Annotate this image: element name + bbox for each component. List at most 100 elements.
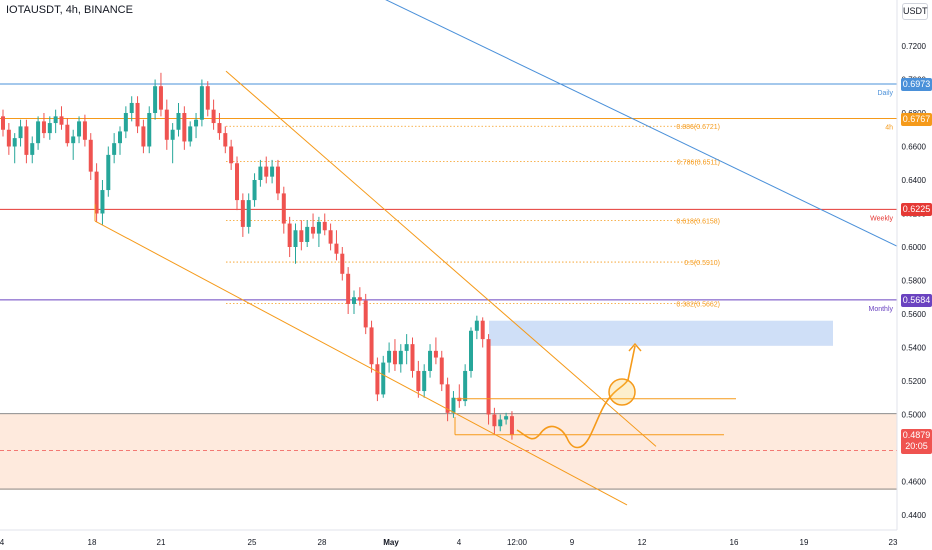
candle-body <box>252 180 257 201</box>
time-tick-label: 9 <box>570 538 575 547</box>
chart-title: IOTAUSDT, 4h, BINANCE <box>6 4 133 16</box>
candle-body <box>445 384 450 413</box>
projection-path <box>516 345 636 449</box>
candle-body <box>112 143 117 155</box>
time-tick-label: 12 <box>638 538 647 547</box>
price-tick-label: 0.5000 <box>902 411 927 420</box>
candle-body <box>12 138 17 147</box>
candle-body <box>199 86 204 120</box>
fib-level-label: 0.5(0.5910) <box>684 260 720 267</box>
channel-lower-trendline <box>94 220 628 506</box>
candle-body <box>1 116 5 130</box>
candle-body <box>416 370 421 392</box>
candle-body <box>410 344 415 371</box>
candle-body <box>492 414 497 427</box>
candle-body <box>135 102 140 127</box>
current-price-value: 0.4879 <box>902 429 931 440</box>
candle-body <box>182 113 187 142</box>
price-tick-label: 0.4600 <box>902 478 927 487</box>
candle-body <box>498 419 503 427</box>
candle-body <box>129 102 134 113</box>
time-tick-label: 28 <box>318 538 327 547</box>
level-price-label: 0.6973 <box>901 78 932 92</box>
candle-body <box>387 350 392 363</box>
candle-body <box>100 190 105 214</box>
time-tick-label: 4 <box>457 538 462 547</box>
candle-body <box>258 166 263 180</box>
candle-body <box>229 146 234 164</box>
candle-body <box>270 166 275 177</box>
candle-body <box>246 200 251 227</box>
candle-body <box>381 362 386 395</box>
time-tick-label: 25 <box>248 538 257 547</box>
breakout-circle <box>608 378 636 406</box>
fib-level-label: 0.618(0.6158) <box>676 219 720 226</box>
candle-body <box>264 166 269 177</box>
candle-body <box>293 230 298 247</box>
candle-body <box>346 273 351 304</box>
candle-body <box>41 121 46 134</box>
candle-body <box>59 116 64 125</box>
level-price-label: 0.6225 <box>901 203 932 217</box>
time-tick-label: 18 <box>88 538 97 547</box>
candle-body <box>439 357 444 385</box>
candle-body <box>340 253 345 274</box>
candle-body <box>504 416 509 420</box>
candle-body <box>275 166 280 194</box>
candle-body <box>457 397 462 402</box>
level-tag: Weekly <box>870 215 893 222</box>
candle-body <box>147 113 152 147</box>
candle-body <box>509 416 514 435</box>
candle-body <box>352 297 356 304</box>
candle-body <box>47 123 52 134</box>
candle-body <box>106 154 111 191</box>
candle-body <box>433 350 438 358</box>
supply-zone <box>489 320 833 346</box>
candle-body <box>474 320 479 331</box>
candle-body <box>36 121 41 144</box>
candle-body <box>164 109 169 140</box>
price-tick-label: 0.7200 <box>902 42 927 51</box>
candle-body <box>118 131 122 144</box>
time-tick-label: 21 <box>157 538 166 547</box>
demand-zone <box>0 413 897 490</box>
candle-body <box>211 109 216 124</box>
candle-body <box>428 350 433 371</box>
time-tick-label: 19 <box>800 538 809 547</box>
channel-upper-trendline <box>225 70 657 447</box>
candle-body <box>30 143 35 155</box>
candle-body <box>88 139 93 172</box>
price-tick-label: 0.6400 <box>902 176 927 185</box>
level-tag: 4h <box>885 125 893 132</box>
fib-level-label: 0.786(0.6511) <box>677 159 720 166</box>
candle-body <box>281 193 286 224</box>
time-tick-label: 16 <box>730 538 739 547</box>
candle-body <box>398 350 403 365</box>
candle-body <box>463 370 468 402</box>
candle-body <box>6 129 11 147</box>
currency-button[interactable]: USDT <box>902 3 928 20</box>
candle-body <box>311 226 316 234</box>
candle-body <box>24 126 29 155</box>
time-tick-label: 4 <box>0 538 5 547</box>
candle-body <box>123 113 128 132</box>
candle-body <box>469 330 473 371</box>
candle-body <box>316 221 321 234</box>
candle-body <box>18 126 23 139</box>
candle-body <box>357 297 362 301</box>
candle-body <box>194 119 199 127</box>
candle-body <box>392 350 397 365</box>
candle-body <box>223 133 228 147</box>
candle-body <box>240 200 245 227</box>
candle-body <box>141 126 146 147</box>
candle-body <box>176 113 181 130</box>
candle-body <box>188 126 193 142</box>
level-tag: Daily <box>877 90 893 97</box>
candle-body <box>205 86 210 110</box>
candle-body <box>53 116 58 124</box>
candle-body <box>82 121 87 140</box>
candle-body <box>480 320 485 340</box>
candle-body <box>235 163 239 201</box>
candle-body <box>322 221 327 231</box>
